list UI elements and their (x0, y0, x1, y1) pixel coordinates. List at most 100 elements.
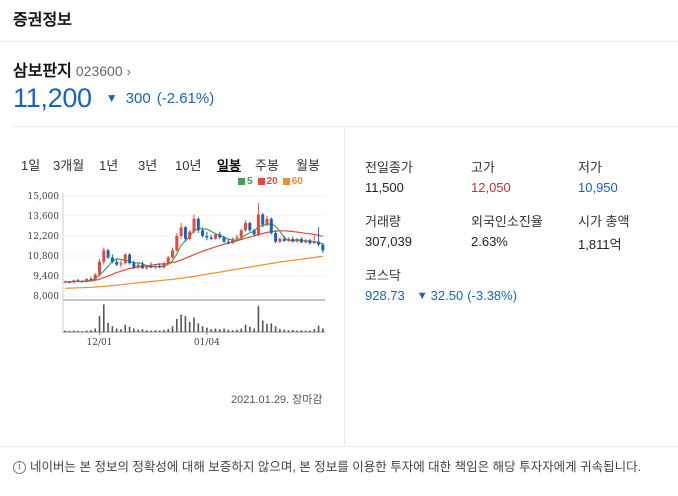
info-prev-close: 전일종가 11,500 (365, 157, 470, 195)
tab-monthly[interactable]: 월봉 (296, 158, 320, 173)
legend-label-ma20: 20 (266, 175, 278, 187)
y-tick-label: 15,000 (28, 192, 60, 202)
kosdaq-value: 928.73 (365, 288, 405, 303)
candle-body (171, 250, 175, 258)
candle-body (282, 238, 286, 241)
tab-3y[interactable]: 3년 (138, 158, 158, 173)
info-label: 거래량 (365, 214, 401, 229)
candle-body (256, 214, 260, 235)
volume-bar (98, 316, 101, 332)
chart-legend: 5 20 60 (238, 175, 308, 187)
volume-bar (167, 329, 170, 332)
volume-bar (68, 330, 71, 332)
volume-bar (283, 329, 285, 332)
y-tick-label: 9,400 (33, 272, 59, 282)
info-market-cap: 시가 총액 1,811억 (578, 211, 678, 253)
price-change: 300 (125, 89, 151, 107)
legend-label-ma60: 60 (291, 175, 303, 187)
volume-bar (128, 326, 131, 332)
candle-body (63, 281, 67, 283)
volume-bar (197, 323, 200, 332)
kosdaq-value-row: 928.73 ▼ 32.50 (-3.38%) (365, 288, 585, 303)
info-value: 12,050 (471, 180, 511, 195)
candle-body (188, 231, 192, 239)
info-kosdaq[interactable]: 코스닥 928.73 ▼ 32.50 (-3.38%) (365, 265, 585, 303)
volume-bar (270, 323, 273, 332)
info-volume: 거래량 307,039 (365, 211, 470, 249)
candle-body (231, 238, 235, 244)
stock-code[interactable]: 023600 (75, 63, 123, 79)
volume-bar (171, 326, 174, 332)
volume-bar (150, 330, 152, 332)
volume-bar (309, 330, 311, 332)
kosdaq-label[interactable]: 코스닥 (365, 268, 401, 283)
candle-body (80, 281, 84, 283)
volume-bar (85, 330, 88, 332)
tab-weekly[interactable]: 주봉 (255, 158, 279, 173)
candle-body (278, 238, 282, 242)
volume-bar (184, 316, 187, 332)
candle-body (209, 237, 213, 239)
tab-1y[interactable]: 1년 (99, 158, 119, 173)
candle-body (252, 230, 256, 235)
volume-bar (163, 329, 165, 332)
candle-body (239, 230, 243, 238)
candle-body (153, 266, 157, 268)
kosdaq-change: 32.50 (430, 288, 464, 303)
volume-bar (317, 325, 320, 332)
candle-body (140, 264, 144, 269)
candle-body (166, 257, 170, 264)
tab-1d[interactable]: 1일 (21, 158, 41, 173)
candle-body (132, 263, 136, 268)
candle-body (85, 278, 89, 282)
current-price: 11,200 (13, 82, 92, 113)
volume-bar (218, 329, 221, 332)
price-row: 11,200 ▼ 300 (-2.61%) (13, 82, 214, 114)
volume-bar (206, 327, 208, 332)
candle-body (128, 254, 132, 264)
info-label: 외국인소진율 (471, 214, 543, 229)
candle-body (299, 238, 303, 243)
info-value: 10,950 (578, 180, 618, 195)
candle-body (98, 261, 102, 275)
volume-bar (193, 317, 195, 332)
candle-body (304, 240, 308, 243)
candle-body (261, 214, 265, 225)
volume-bar (158, 330, 161, 332)
price-chart[interactable]: 15,000 13,600 12,200 10,800 9,400 8,000 12/01 0… (13, 185, 333, 355)
volume-bar (145, 330, 148, 332)
stock-name-row[interactable]: 삼보판지 023600 › (13, 57, 131, 80)
candle-body (102, 250, 106, 262)
candle-body (286, 238, 290, 241)
candle-body (321, 244, 325, 251)
candle-body (72, 280, 76, 283)
info-label: 전일종가 (365, 160, 413, 175)
price-change-rate: (-2.61%) (156, 89, 215, 107)
candle-body (226, 241, 230, 244)
volume-bar (124, 324, 127, 332)
disclaimer-text: 네이버는 본 정보의 정확성에 대해 보증하지 않으며, 본 정보를 이용한 투… (30, 460, 642, 474)
legend-swatch-ma60 (282, 177, 290, 185)
down-arrow-icon: ▼ (416, 289, 428, 302)
tab-daily[interactable]: 일봉 (217, 158, 241, 173)
chevron-right-icon[interactable]: › (126, 64, 131, 79)
legend-label-ma5: 5 (247, 175, 253, 187)
volume-bar (141, 329, 144, 332)
tab-10y[interactable]: 10년 (175, 158, 202, 173)
date-stamp: 2021.01.29. 장마감 (231, 394, 323, 406)
info-panel: 전일종가 11,500 고가 12,050 저가 10,950 거래량 307,… (345, 126, 678, 446)
info-label: 시가 총액 (578, 214, 630, 229)
info-value: 307,039 (365, 234, 412, 249)
candle-body (93, 274, 97, 280)
volume-bar (133, 328, 135, 332)
down-arrow-icon: ▼ (105, 91, 118, 105)
volume-bar (291, 329, 294, 332)
y-tick-label: 8,000 (33, 292, 59, 302)
candle-body (265, 218, 269, 225)
stock-name[interactable]: 삼보판지 (13, 63, 72, 80)
tab-3m[interactable]: 3개월 (53, 158, 85, 173)
candle-body (317, 241, 321, 245)
info-label: 저가 (578, 160, 602, 175)
volume-bar (253, 328, 255, 332)
volume-bar (210, 329, 212, 332)
